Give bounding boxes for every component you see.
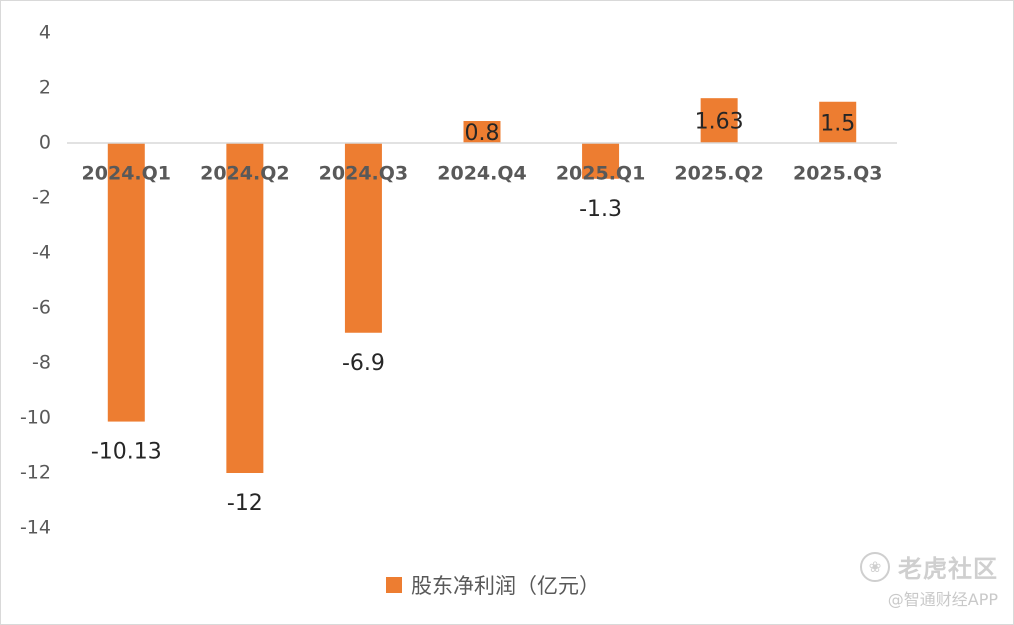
bar [819, 101, 857, 143]
legend-label: 股东净利润（亿元） [411, 574, 600, 598]
data-label: -6.9 [342, 351, 385, 376]
y-tick-label: 0 [39, 132, 51, 154]
y-tick-label: -14 [20, 517, 51, 539]
watermark-title: 老虎社区 [898, 555, 998, 583]
x-category-label: 2024.Q1 [82, 163, 171, 185]
bar [107, 143, 145, 422]
tiger-logo-icon: ❀ [860, 551, 890, 582]
x-category-label: 2025.Q2 [674, 163, 763, 185]
data-label: -1.3 [579, 197, 622, 222]
y-tick-label: -2 [32, 187, 51, 209]
legend-swatch [386, 577, 402, 593]
bar [226, 143, 264, 473]
y-tick-label: -8 [32, 352, 51, 374]
y-tick-label: 2 [39, 77, 51, 99]
data-label: -12 [227, 491, 263, 516]
x-category-label: 2024.Q3 [319, 163, 408, 185]
watermark-subtitle: @智通财经APP [887, 590, 998, 609]
y-tick-label: 4 [39, 22, 51, 44]
data-label: 1.63 [695, 110, 744, 135]
bar [463, 121, 501, 143]
bar [344, 143, 382, 333]
y-tick-label: -4 [32, 242, 51, 264]
legend: 股东净利润（亿元） [386, 570, 600, 600]
x-category-label: 2025.Q3 [793, 163, 882, 185]
y-tick-label: -10 [20, 407, 51, 429]
bar [700, 98, 738, 143]
y-tick-label: -12 [20, 462, 51, 484]
data-label: -10.13 [91, 440, 162, 465]
y-tick-label: -6 [32, 297, 51, 319]
x-category-label: 2024.Q2 [200, 163, 289, 185]
watermark: ❀ 老虎社区 @智通财经APP [860, 549, 998, 610]
data-label: 1.5 [820, 111, 855, 136]
bar [582, 143, 620, 179]
x-category-label: 2025.Q1 [556, 163, 645, 185]
data-label: 0.8 [465, 121, 500, 146]
x-category-label: 2024.Q4 [437, 163, 526, 185]
watermark-row: ❀ 老虎社区 [860, 549, 998, 584]
